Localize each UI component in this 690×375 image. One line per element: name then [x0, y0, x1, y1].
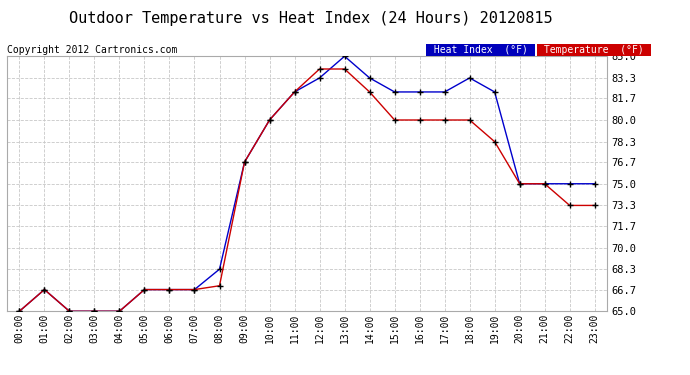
Text: Temperature  (°F): Temperature (°F) — [538, 45, 650, 55]
Text: Heat Index  (°F): Heat Index (°F) — [428, 45, 533, 55]
Text: Outdoor Temperature vs Heat Index (24 Hours) 20120815: Outdoor Temperature vs Heat Index (24 Ho… — [69, 11, 552, 26]
Text: Copyright 2012 Cartronics.com: Copyright 2012 Cartronics.com — [7, 45, 177, 55]
